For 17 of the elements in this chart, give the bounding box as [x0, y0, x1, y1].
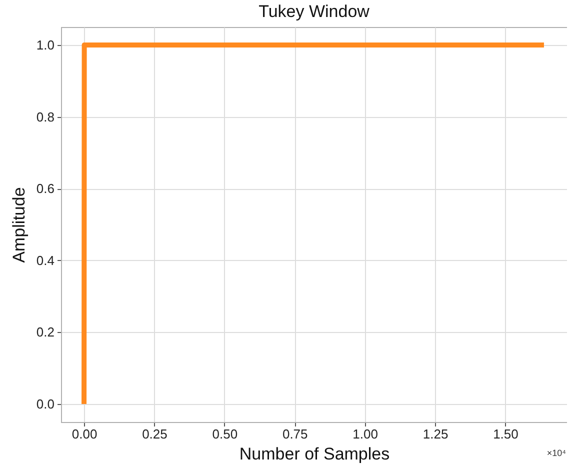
chart-title: Tukey Window — [258, 2, 370, 21]
x-tick-label: 1.50 — [493, 426, 518, 442]
y-tick-label: 0.2 — [36, 324, 54, 340]
y-tick-label: 0.6 — [36, 181, 54, 196]
x-tick-label: 0.50 — [212, 426, 238, 442]
y-tick-label: 0.4 — [36, 252, 54, 268]
y-axis-title: Amplitude — [9, 187, 28, 263]
x-tick-label: 0.00 — [72, 426, 98, 442]
x-axis-title: Number of Samples — [239, 444, 390, 464]
y-tick-label: 1.0 — [36, 37, 54, 52]
x-tick-label: 0.25 — [142, 426, 168, 442]
text: ×10⁴ — [546, 448, 566, 458]
y-tick-label: 0.8 — [36, 109, 54, 124]
x-tick-label: 1.25 — [422, 426, 448, 442]
y-tick-label: 0.0 — [36, 396, 54, 412]
x-tick-label: 0.75 — [282, 426, 308, 442]
x-tick-label: 1.00 — [352, 426, 378, 442]
